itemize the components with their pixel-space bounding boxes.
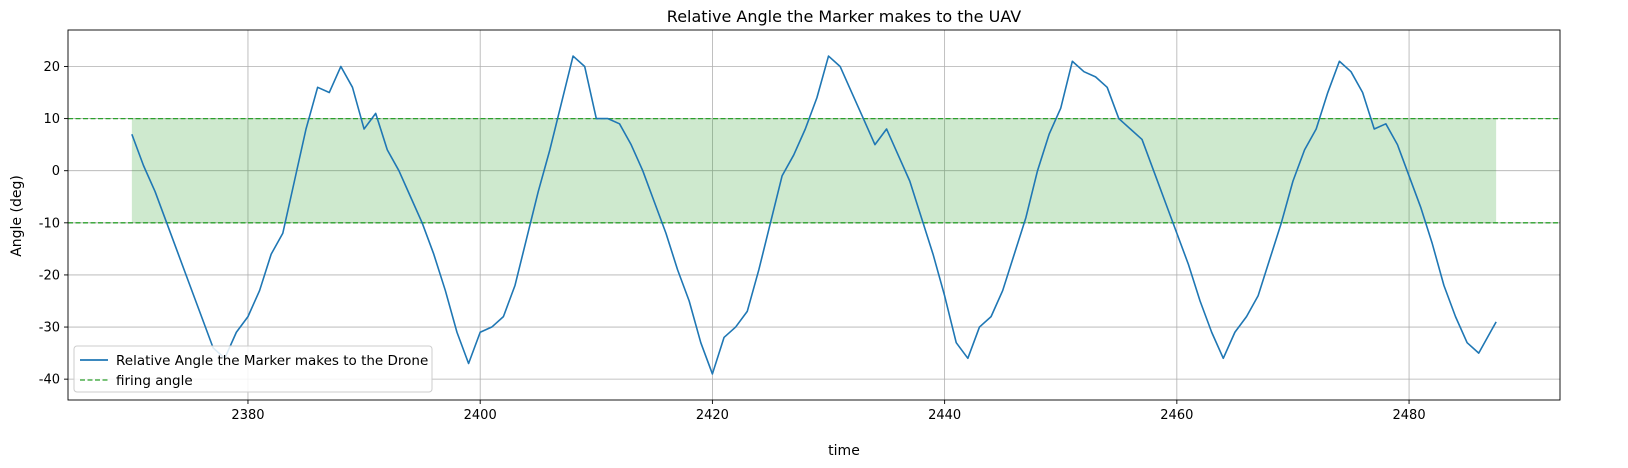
legend-label-firing-angle: firing angle — [116, 373, 193, 389]
y-tick-label: -30 — [39, 321, 60, 336]
x-tick-label: 2480 — [1393, 408, 1426, 423]
y-tick-label: 0 — [52, 164, 60, 179]
y-tick-label: -20 — [39, 268, 60, 283]
x-tick-label: 2420 — [696, 408, 729, 423]
x-tick-label: 2400 — [464, 408, 497, 423]
y-axis-label: Angle (deg) — [9, 175, 25, 257]
plot-area: 2380 2400 2420 2440 2460 2480 -40 -30 -20 -10 0 10 2… — [39, 29, 1561, 423]
series-line-1 — [131, 55, 1497, 375]
legend: Relative Angle the Marker makes to the D… — [73, 345, 433, 393]
y-tick-label: 10 — [43, 112, 60, 127]
chart-title: Relative Angle the Marker makes to the U… — [667, 7, 1021, 26]
x-tick-label: 2440 — [928, 408, 961, 423]
y-tick-label: -40 — [39, 373, 60, 388]
legend-box — [73, 345, 433, 393]
x-axis-label: time — [828, 443, 860, 459]
y-tick-label: 20 — [43, 60, 60, 75]
x-tick-label: 2460 — [1160, 408, 1193, 423]
axes-frame — [67, 29, 1561, 401]
legend-label-series: Relative Angle the Marker makes to the D… — [116, 353, 428, 369]
x-tick-label: 2380 — [231, 408, 264, 423]
firing-region — [131, 118, 1497, 223]
y-tick-label: -10 — [39, 216, 60, 231]
